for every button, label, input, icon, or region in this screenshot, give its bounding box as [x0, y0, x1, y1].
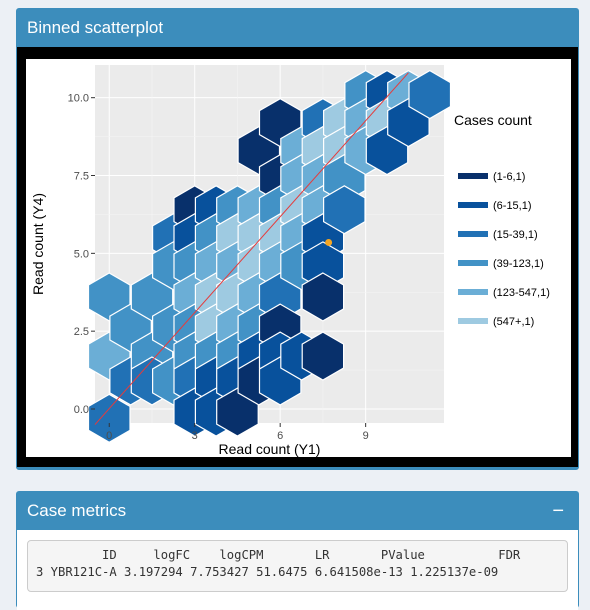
legend-key [458, 318, 488, 324]
y-tick-label: 5.0 [74, 248, 89, 260]
highlight-point [325, 238, 333, 246]
legend-key [458, 260, 488, 266]
metrics-header-line: ID logFC logCPM LR PValue FDR [36, 548, 521, 562]
binned-scatterplot-box: Binned scatterplot 0 3 6 9 0.0 2.5 5.0 7.5 10.0 R… [16, 8, 579, 470]
reference-line [94, 72, 409, 425]
y-tick-label: 7.5 [74, 171, 89, 183]
plot-box-header: Binned scatterplot [17, 9, 578, 47]
metrics-box-body: ID logFC logCPM LR PValue FDR 3 YBR121C-… [17, 530, 578, 610]
legend-label: (123-547,1) [493, 287, 550, 299]
hexbin [323, 185, 366, 235]
legend-key [458, 289, 488, 295]
hexbin-chart[interactable]: 0 3 6 9 0.0 2.5 5.0 7.5 10.0 Read count (Y1) Read … [26, 59, 571, 457]
x-tick-label: 0 [106, 430, 112, 442]
reference-line-layer [94, 72, 409, 425]
legend-label: (1-6,1) [493, 171, 525, 183]
x-axis-label: Read count (Y1) [219, 441, 321, 457]
case-metrics-box: Case metrics − ID logFC logCPM LR PValue… [16, 491, 579, 610]
legend-label: (15-39,1) [493, 229, 538, 241]
collapse-button[interactable]: − [552, 499, 564, 522]
legend-label: (6-15,1) [493, 200, 532, 212]
axes: 0 3 6 9 0.0 2.5 5.0 7.5 10.0 Read count (Y1) Read … [30, 93, 369, 457]
x-tick-label: 3 [192, 430, 198, 442]
y-tick-label: 2.5 [74, 326, 89, 338]
x-tick-label: 9 [363, 430, 369, 442]
hexbin [301, 272, 345, 322]
legend-key [458, 202, 488, 208]
x-tick-label: 6 [277, 430, 283, 442]
legend-label: (39-123,1) [493, 258, 544, 270]
hexbin [408, 69, 452, 120]
plot-box-title: Binned scatterplot [27, 18, 164, 37]
metrics-row-line: 3 YBR121C-A 3.197294 7.753427 51.6475 6.… [36, 565, 499, 579]
y-tick-label: 10.0 [68, 93, 89, 105]
hexbin [87, 393, 131, 443]
highlight-layer [325, 238, 333, 246]
hexbin [301, 331, 345, 381]
metrics-box-title: Case metrics [27, 501, 127, 520]
legend-label: (547+,1) [493, 316, 534, 328]
legend-title: Cases count [454, 112, 532, 128]
y-tick-label: 0.0 [74, 404, 89, 416]
plot-box-body: 0 3 6 9 0.0 2.5 5.0 7.5 10.0 Read count (Y1) Read … [17, 47, 578, 467]
metrics-box-header: Case metrics − [17, 492, 578, 530]
hexbin-layer [87, 69, 452, 443]
hexbin [87, 272, 131, 322]
legend-key [458, 231, 488, 237]
legend: Cases count (1-6,1) (6-15,1) (15-39,1) (39-1… [454, 112, 550, 328]
legend-key [458, 173, 488, 179]
y-axis-label: Read count (Y4) [30, 193, 46, 295]
metrics-output: ID logFC logCPM LR PValue FDR 3 YBR121C-… [27, 540, 568, 592]
